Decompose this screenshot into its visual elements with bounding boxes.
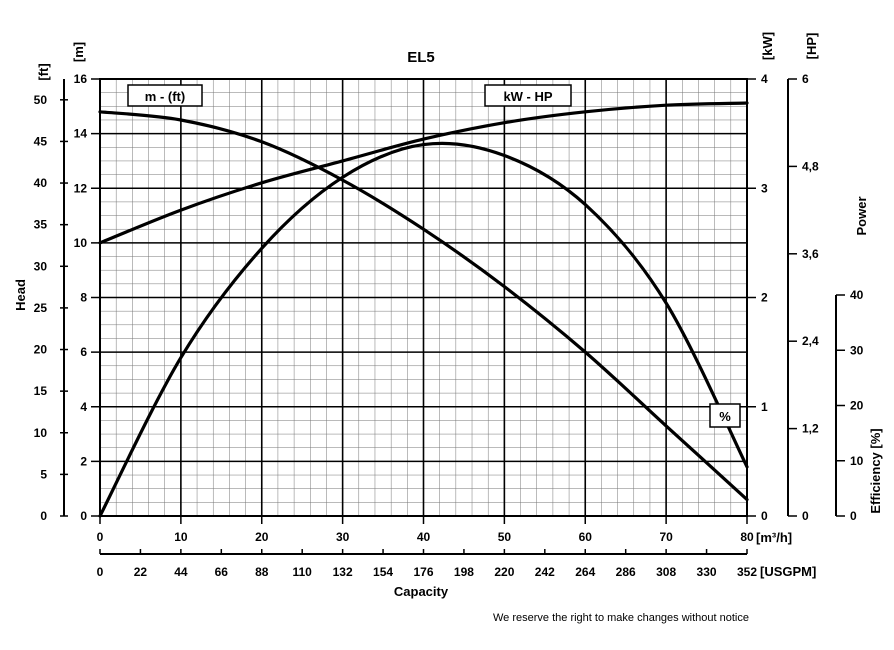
x-secondary-tick-label: 286 [616, 565, 636, 579]
power-hp-tick-label: 1,2 [802, 422, 819, 436]
power-curve-label-text: kW - HP [503, 89, 552, 104]
x-primary-tick-label: 10 [174, 530, 188, 544]
efficiency-tick-label: 30 [850, 343, 864, 357]
x-secondary-tick-label: 242 [535, 565, 555, 579]
head-m-tick-label: 6 [80, 345, 87, 359]
efficiency-axis-label: Efficiency [%] [868, 428, 883, 513]
efficiency-tick-label: 20 [850, 399, 864, 413]
chart-title: EL5 [407, 49, 435, 66]
head-m-tick-label: 8 [80, 291, 87, 305]
head-m-tick-label: 0 [80, 509, 87, 523]
x-secondary-tick-label: 220 [494, 565, 514, 579]
x-primary-tick-label: 70 [659, 530, 673, 544]
head-m-tick-label: 4 [80, 400, 87, 414]
head-ft-tick-label: 20 [34, 343, 48, 357]
x-primary-tick-label: 80 [740, 530, 754, 544]
power-hp-tick-label: 2,4 [802, 334, 819, 348]
power-curve-label: kW - HP [484, 84, 572, 107]
head-m-tick-label: 10 [74, 236, 88, 250]
head-ft-unit: [ft] [36, 63, 51, 80]
power-axis-label: Power [854, 196, 869, 235]
axes [60, 78, 845, 555]
power-kw-tick-label: 1 [761, 400, 768, 414]
x-secondary-tick-label: 132 [333, 565, 353, 579]
head-m-unit: [m] [71, 42, 86, 62]
x-secondary-tick-label: 0 [97, 565, 104, 579]
efficiency-curve-label-text: % [719, 409, 731, 424]
x-secondary-tick-label: 66 [215, 565, 229, 579]
x-primary-tick-label: 0 [97, 530, 104, 544]
power-hp-tick-label: 3,6 [802, 247, 819, 261]
head-curve [98, 110, 749, 502]
x-secondary-tick-label: 352 [737, 565, 757, 579]
tick-labels: 0510152025303540455002468101214160123401… [34, 72, 864, 579]
efficiency-tick-label: 0 [850, 509, 857, 523]
x-secondary-tick-label: 330 [697, 565, 717, 579]
x-primary-unit: [m³/h] [756, 530, 792, 545]
x-secondary-tick-label: 22 [134, 565, 148, 579]
x-secondary-tick-label: 308 [656, 565, 676, 579]
head-ft-tick-label: 35 [34, 218, 48, 232]
head-m-tick-label: 16 [74, 72, 88, 86]
curves [98, 101, 749, 518]
head-m-tick-label: 12 [74, 181, 88, 195]
x-secondary-tick-label: 110 [293, 565, 313, 579]
x-primary-tick-label: 20 [255, 530, 269, 544]
x-primary-tick-label: 60 [579, 530, 593, 544]
x-secondary-tick-label: 88 [255, 565, 269, 579]
x-primary-tick-label: 40 [417, 530, 431, 544]
head-ft-tick-label: 5 [40, 467, 47, 481]
head-ft-tick-label: 45 [34, 134, 48, 148]
power-kw-tick-label: 0 [761, 509, 768, 523]
head-ft-tick-label: 30 [34, 259, 48, 273]
head-m-tick-label: 14 [74, 127, 88, 141]
head-ft-tick-label: 50 [34, 93, 48, 107]
power-hp-unit: [HP] [804, 33, 819, 60]
x-secondary-tick-label: 198 [454, 565, 474, 579]
x-secondary-tick-label: 154 [373, 565, 393, 579]
power-kw-unit: [kW] [760, 32, 775, 60]
x-axis-label: Capacity [394, 584, 449, 599]
x-secondary-unit: [USGPM] [760, 564, 816, 579]
power-kw-tick-label: 2 [761, 291, 768, 305]
head-curve-label-text: m - (ft) [145, 89, 185, 104]
head-curve-label: m - (ft) [127, 84, 203, 107]
efficiency-curve-label: % [709, 403, 741, 428]
head-ft-tick-label: 40 [34, 176, 48, 190]
head-axis-label: Head [13, 279, 28, 311]
head-m-tick-label: 2 [80, 454, 87, 468]
footer-notice: We reserve the right to make changes wit… [493, 612, 749, 624]
head-ft-tick-label: 15 [34, 384, 48, 398]
efficiency-tick-label: 10 [850, 454, 864, 468]
x-primary-tick-label: 50 [498, 530, 512, 544]
head-ft-tick-label: 25 [34, 301, 48, 315]
power-curve [98, 101, 749, 245]
head-ft-tick-label: 10 [34, 426, 48, 440]
x-secondary-tick-label: 264 [575, 565, 595, 579]
head-ft-tick-label: 0 [40, 509, 47, 523]
efficiency-tick-label: 40 [850, 288, 864, 302]
efficiency-curve [98, 141, 749, 518]
power-hp-tick-label: 0 [802, 509, 809, 523]
x-secondary-tick-label: 44 [174, 565, 188, 579]
power-kw-tick-label: 4 [761, 72, 768, 86]
power-hp-tick-label: 4,8 [802, 159, 819, 173]
power-hp-tick-label: 6 [802, 72, 809, 86]
x-secondary-tick-label: 176 [413, 565, 433, 579]
x-primary-tick-label: 30 [336, 530, 350, 544]
power-kw-tick-label: 3 [761, 181, 768, 195]
